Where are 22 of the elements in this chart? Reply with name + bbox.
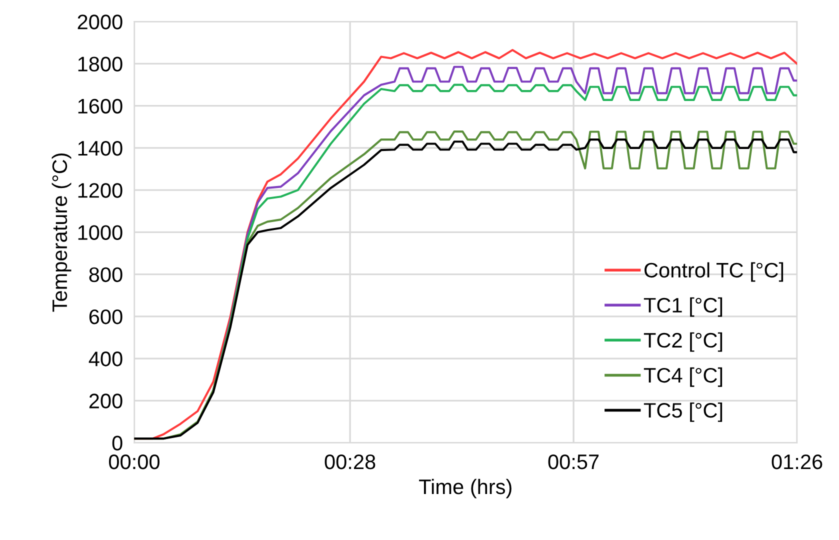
y-tick-label: 600 [89, 309, 122, 324]
y-tick-label: 400 [88, 352, 122, 366]
x-tick-label: 00:57 [548, 454, 599, 470]
y-tick-label: 2000 [78, 14, 122, 30]
y-tick-label: 1800 [78, 56, 122, 72]
x-tick-label: 00:00 [108, 454, 160, 470]
y-tick-label: 1600 [78, 98, 122, 114]
x-tick-label: 01:26 [772, 454, 822, 470]
y-tick-label: 0 [112, 436, 122, 451]
legend-label: TC1 [°C] [644, 297, 722, 317]
y-tick-label: 1400 [78, 140, 122, 156]
y-tick-label: 800 [89, 267, 122, 282]
y-tick-label: 1000 [78, 225, 122, 240]
y-tick-label: 200 [89, 394, 122, 408]
x-axis-title: Time (hrs) [419, 478, 512, 498]
legend-label: TC4 [°C] [644, 367, 722, 387]
legend-label: TC5 [°C] [644, 402, 722, 422]
y-tick-label: 1200 [78, 183, 122, 198]
legend-label: TC2 [°C] [644, 332, 722, 352]
legend-label: Control TC [°C] [644, 262, 784, 282]
y-axis-title: Temperature (°C) [52, 153, 72, 312]
x-tick-label: 00:28 [324, 454, 376, 470]
